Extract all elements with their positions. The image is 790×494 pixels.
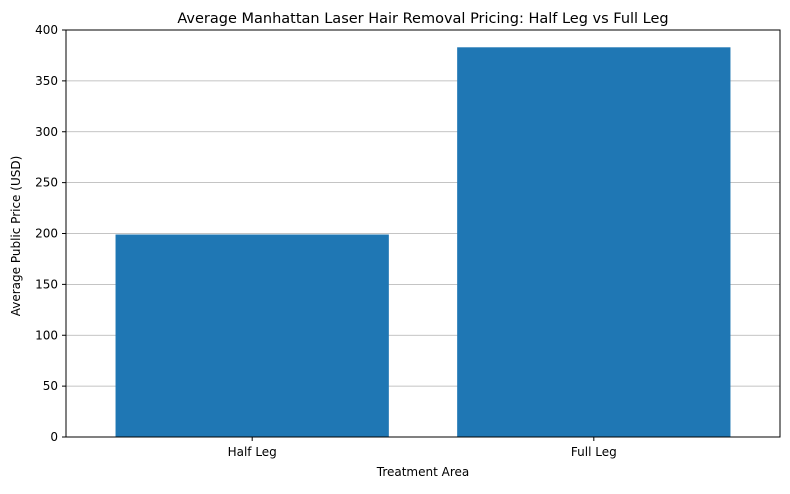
y-tick-label: 250 [35, 176, 58, 190]
bars [115, 47, 731, 438]
chart-title: Average Manhattan Laser Hair Removal Pri… [177, 11, 668, 27]
y-tick-label: 50 [43, 379, 58, 393]
y-tick-label: 350 [35, 74, 58, 88]
y-tick-label: 100 [35, 328, 58, 342]
bar-half-leg [115, 234, 389, 437]
y-ticks: 0 50 100 150 200 250 300 350 400 [35, 23, 66, 444]
y-tick-label: 300 [35, 125, 58, 139]
y-tick-label: 200 [35, 227, 58, 241]
y-tick-label: 150 [35, 277, 58, 291]
y-tick-label: 0 [50, 430, 58, 444]
y-axis-label: Average Public Price (USD) [9, 156, 23, 317]
plot-frame [65, 29, 781, 438]
bar-full-leg [457, 47, 731, 438]
x-ticks: Half Leg Full Leg [228, 437, 617, 459]
x-tick-label: Full Leg [571, 445, 617, 459]
y-tick-label: 400 [35, 23, 58, 37]
x-tick-label: Half Leg [228, 445, 277, 459]
x-axis-label: Treatment Area [376, 465, 470, 479]
